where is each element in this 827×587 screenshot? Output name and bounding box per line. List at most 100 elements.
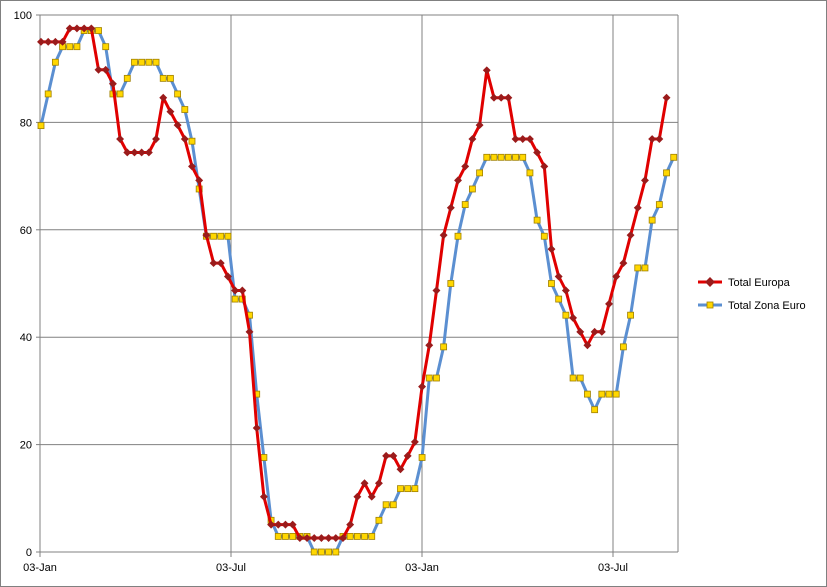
- legend-label: Total Europa: [728, 277, 791, 289]
- data-point: [447, 280, 455, 287]
- data-point: [66, 43, 74, 51]
- data-point: [210, 232, 217, 240]
- data-point: [73, 43, 81, 51]
- data-point: [454, 176, 462, 185]
- data-point: [368, 533, 376, 540]
- data-point: [181, 106, 189, 113]
- data-point: [418, 454, 426, 461]
- data-point: [130, 148, 139, 157]
- data-point: [217, 232, 225, 240]
- data-point: [634, 264, 642, 272]
- data-point: [144, 148, 153, 157]
- data-point: [410, 437, 419, 446]
- data-point: [518, 135, 527, 144]
- data-point: [605, 299, 613, 308]
- data-point: [159, 93, 168, 102]
- data-point: [591, 406, 599, 414]
- data-point: [202, 231, 211, 240]
- data-point: [627, 311, 634, 319]
- data-point: [361, 533, 368, 540]
- data-point: [303, 534, 311, 542]
- data-point: [65, 24, 74, 33]
- data-point: [101, 65, 110, 74]
- data-point: [404, 485, 412, 493]
- legend-marker-square: [706, 301, 714, 309]
- data-point: [547, 245, 556, 254]
- data-point: [260, 454, 268, 461]
- data-point: [325, 548, 333, 556]
- series-group: [37, 24, 678, 556]
- data-point: [461, 201, 469, 208]
- data-point: [555, 295, 563, 303]
- data-point: [612, 390, 620, 398]
- data-point: [288, 520, 297, 529]
- data-point: [159, 74, 167, 82]
- data-point: [490, 153, 498, 161]
- x-tick-label: 03-Jan: [405, 562, 439, 574]
- data-point: [641, 264, 649, 272]
- data-point: [526, 169, 534, 177]
- data-point: [468, 135, 477, 144]
- x-tick-label: 03-Jul: [216, 562, 246, 574]
- data-point: [425, 341, 434, 350]
- data-point: [289, 533, 297, 540]
- data-point: [403, 451, 412, 460]
- data-point: [216, 259, 225, 268]
- data-point: [569, 374, 577, 382]
- data-point: [432, 286, 441, 295]
- data-point: [389, 451, 398, 460]
- x-tick-label: 03-Jul: [598, 562, 628, 574]
- data-point: [310, 534, 319, 542]
- data-point: [461, 162, 470, 171]
- data-point: [663, 169, 670, 177]
- data-point: [374, 479, 383, 488]
- data-point: [619, 343, 627, 351]
- data-point: [152, 135, 160, 144]
- data-point: [548, 280, 555, 287]
- data-point: [662, 93, 671, 102]
- data-point: [533, 148, 542, 157]
- data-point: [605, 390, 613, 398]
- data-point: [174, 90, 182, 98]
- data-point: [584, 390, 591, 398]
- series-total-zona-euro: [37, 27, 678, 556]
- data-point: [95, 27, 102, 34]
- x-tick-label: 03-Jan: [23, 562, 57, 574]
- data-point: [108, 79, 117, 88]
- data-point: [310, 548, 318, 556]
- data-point: [137, 148, 146, 157]
- data-point: [446, 203, 455, 212]
- data-point: [525, 135, 534, 144]
- data-point: [389, 501, 397, 509]
- data-point: [497, 153, 505, 161]
- data-point: [51, 58, 59, 66]
- y-tick-label: 60: [20, 225, 32, 237]
- data-point: [440, 343, 448, 351]
- data-point: [382, 501, 390, 509]
- legend-label: Total Zona Euro: [728, 300, 806, 312]
- data-point: [612, 272, 621, 281]
- legend-entry-total-europa: Total Europa: [698, 277, 791, 289]
- data-point: [238, 286, 247, 295]
- data-point: [396, 465, 405, 474]
- data-point: [282, 533, 289, 540]
- data-point: [180, 135, 189, 144]
- data-point: [562, 311, 570, 319]
- data-point: [511, 135, 520, 144]
- data-point: [468, 185, 476, 193]
- axes: [36, 14, 678, 557]
- y-tick-label: 40: [20, 332, 32, 344]
- data-point: [569, 313, 578, 322]
- data-point: [670, 153, 678, 161]
- data-point: [44, 90, 52, 98]
- data-point: [195, 176, 204, 185]
- y-axis-tick-labels: 0 20 40 60 80 100: [14, 10, 32, 559]
- data-point: [655, 201, 663, 208]
- data-point: [626, 231, 635, 240]
- data-point: [519, 153, 527, 161]
- data-point: [188, 137, 196, 145]
- data-point: [145, 58, 153, 66]
- data-point: [411, 485, 419, 493]
